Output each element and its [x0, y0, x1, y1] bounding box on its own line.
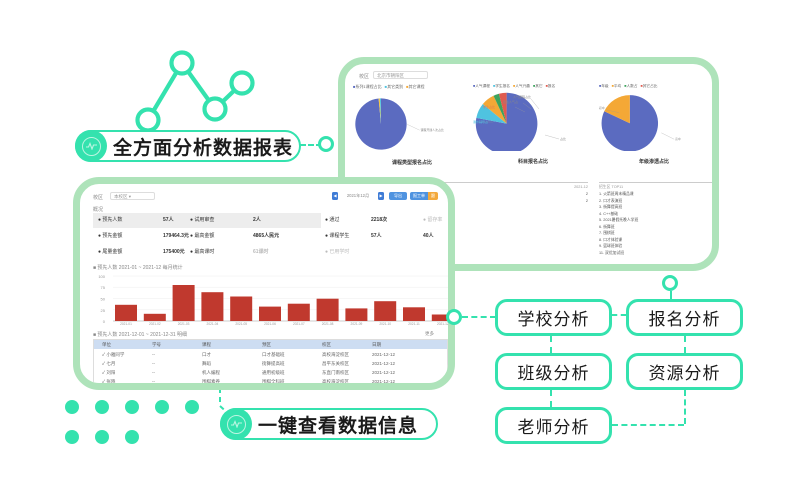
- svg-text:课程开通人次占比: 课程开通人次占比: [421, 127, 444, 132]
- svg-text:人气课程占比: 人气课程占比: [513, 94, 531, 99]
- svg-text:2021-04: 2021-04: [207, 322, 219, 326]
- svg-text:高中: 高中: [675, 137, 681, 141]
- svg-text:占比: 占比: [560, 136, 566, 141]
- svg-text:2021-10: 2021-10: [379, 322, 391, 326]
- svg-text:课外辅导占: 课外辅导占: [473, 119, 488, 124]
- svg-text:2021-02: 2021-02: [149, 322, 161, 326]
- svg-text:2021-06: 2021-06: [264, 322, 276, 326]
- svg-text:2021-05: 2021-05: [235, 322, 247, 326]
- svg-text:2021-03: 2021-03: [178, 322, 190, 326]
- svg-text:初中: 初中: [599, 106, 605, 110]
- svg-text:2021-01: 2021-01: [120, 322, 132, 326]
- svg-text:2021-11: 2021-11: [408, 322, 420, 326]
- svg-text:2021-07: 2021-07: [293, 322, 305, 326]
- svg-text:100: 100: [98, 274, 105, 279]
- svg-text:75: 75: [101, 285, 106, 290]
- svg-text:25: 25: [101, 308, 106, 313]
- svg-text:50: 50: [101, 297, 106, 302]
- svg-text:2021-12: 2021-12: [437, 322, 448, 326]
- svg-text:0: 0: [103, 319, 106, 324]
- svg-text:招生人气占: 招生人气占: [503, 99, 518, 104]
- svg-text:2021-09: 2021-09: [351, 322, 363, 326]
- svg-text:学生占比: 学生占比: [483, 104, 495, 109]
- svg-text:2021-08: 2021-08: [322, 322, 334, 326]
